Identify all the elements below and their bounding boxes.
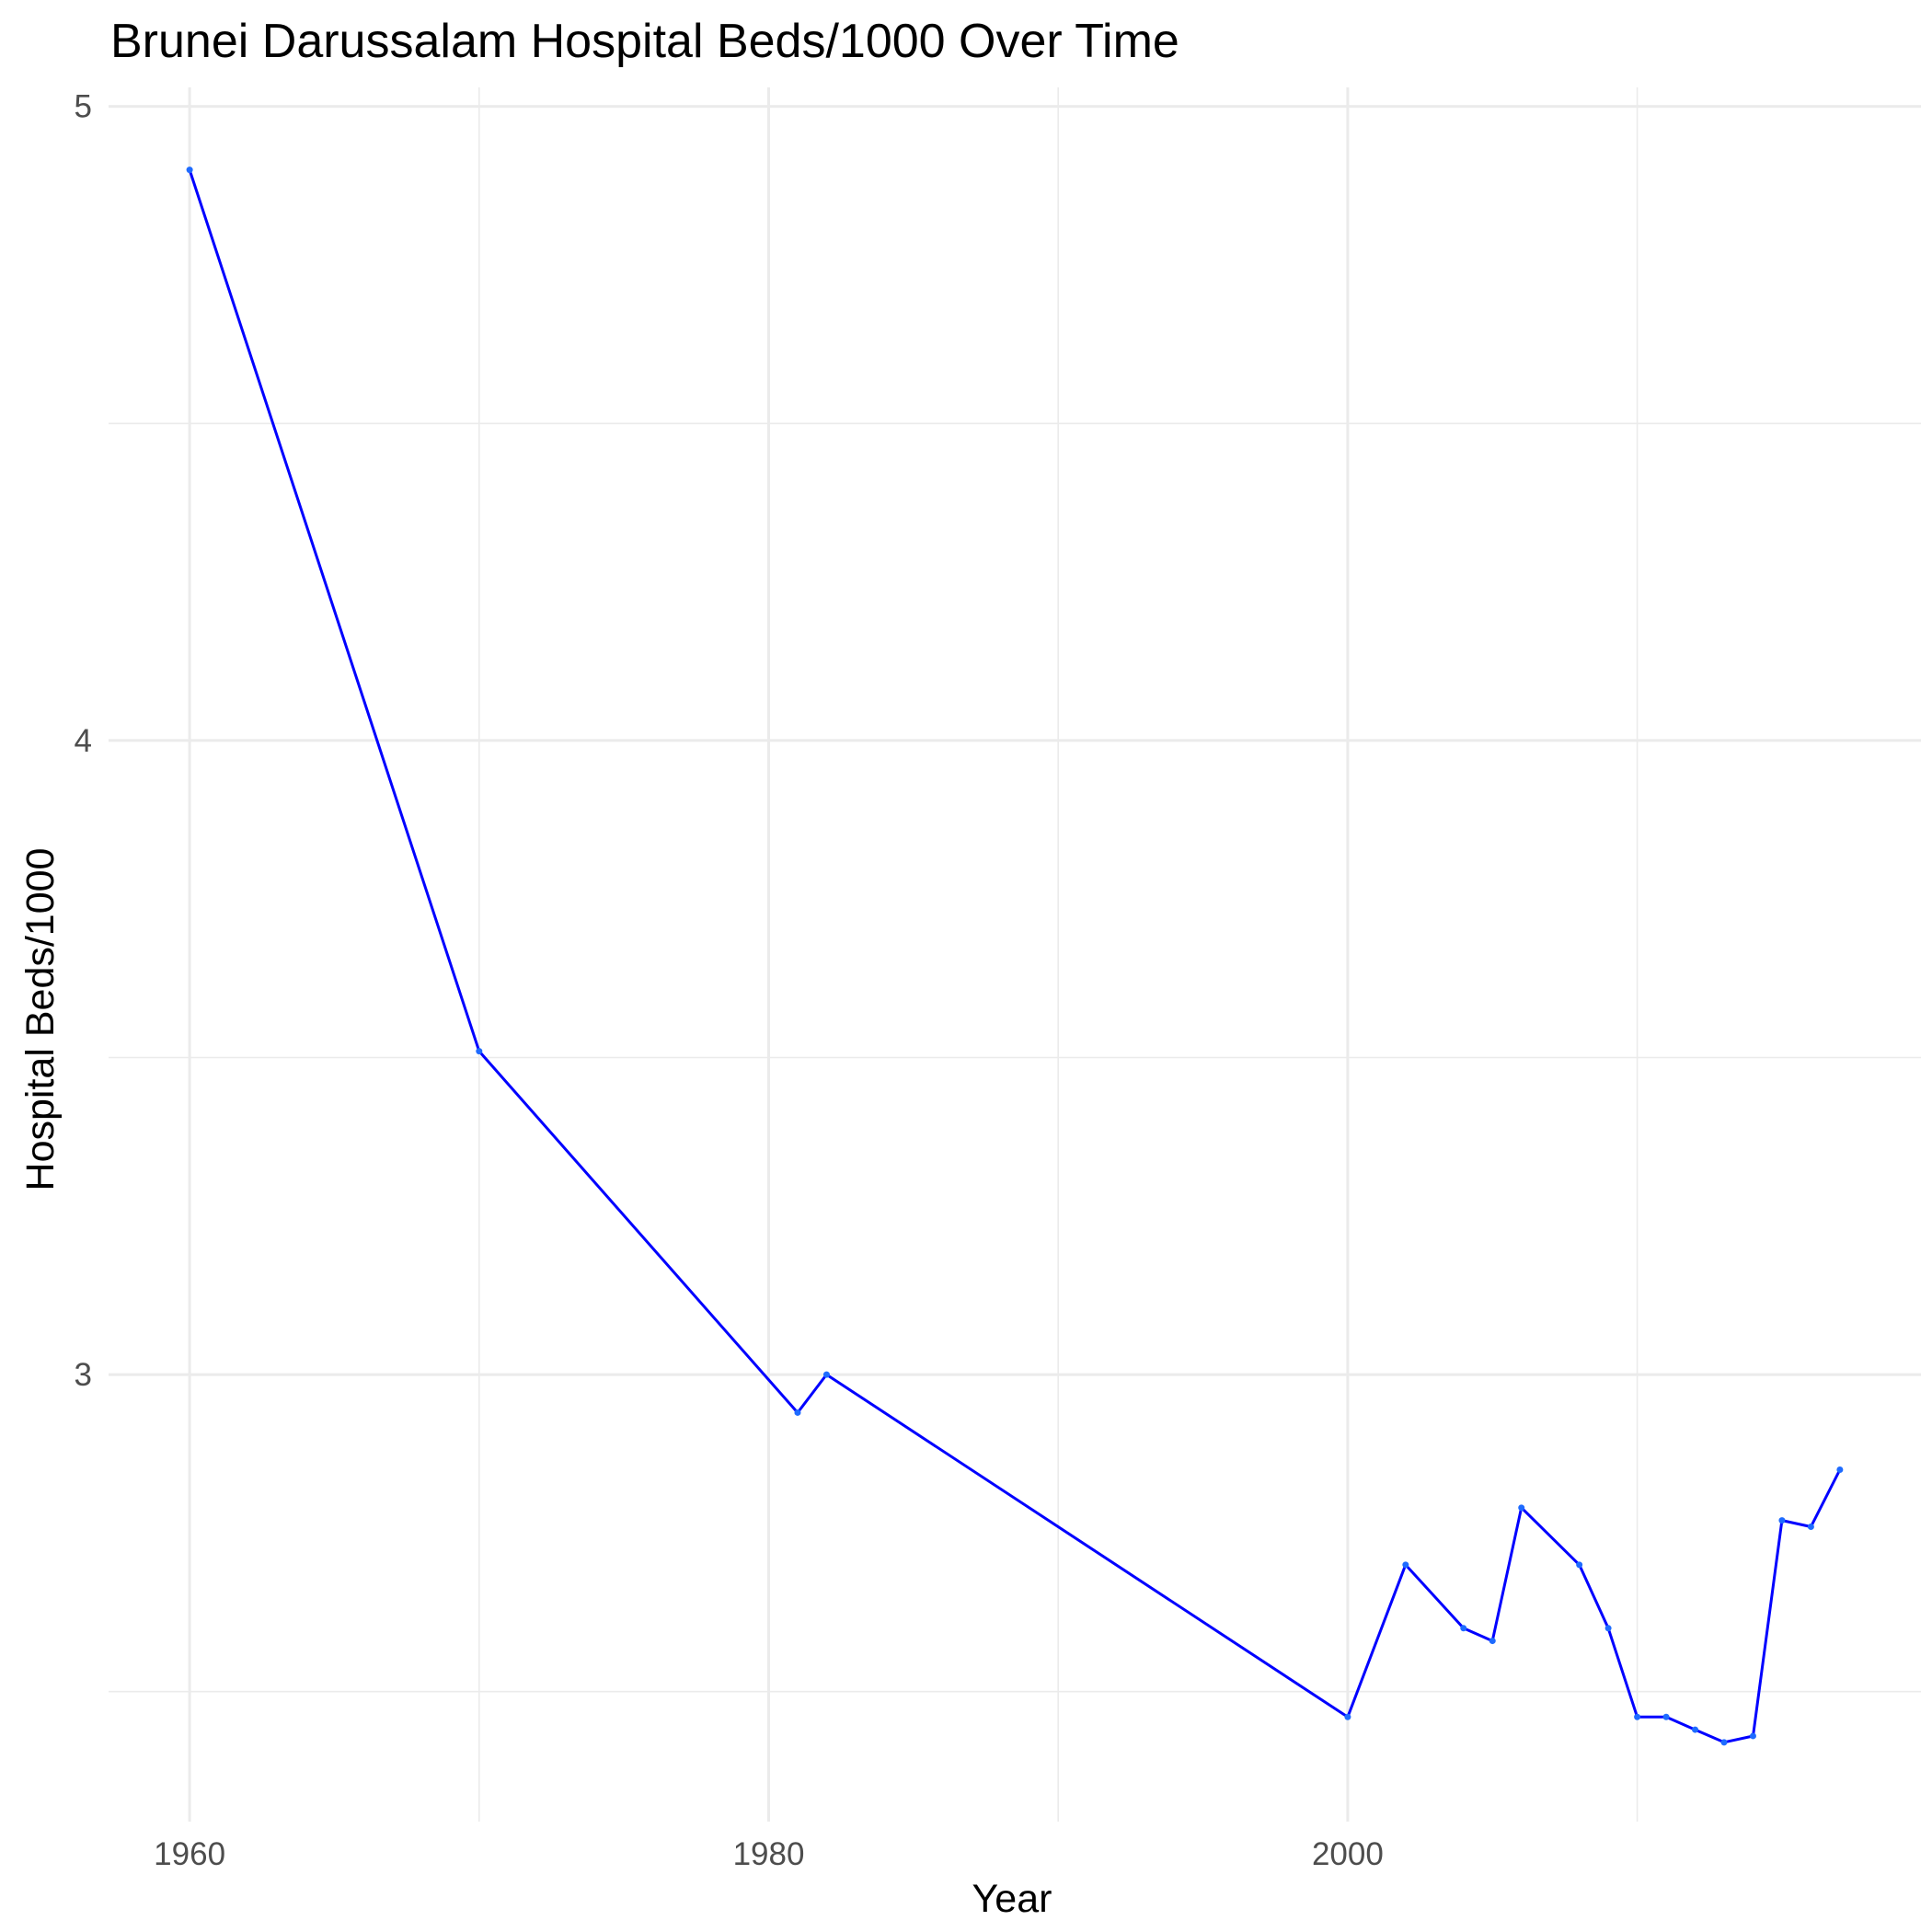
y-axis-ticks: 3 4 5 <box>75 89 92 1393</box>
data-point <box>1460 1625 1467 1632</box>
data-point <box>1518 1504 1525 1512</box>
x-tick-label: 1960 <box>154 1836 225 1872</box>
data-point <box>1604 1625 1612 1632</box>
data-point <box>1749 1732 1756 1740</box>
data-point <box>1634 1713 1641 1720</box>
data-points <box>186 167 1844 1746</box>
data-point <box>1692 1726 1699 1733</box>
data-point <box>1720 1739 1728 1746</box>
y-tick-label: 4 <box>75 723 92 759</box>
data-point <box>1489 1638 1496 1645</box>
data-point <box>794 1409 801 1416</box>
data-point <box>1807 1524 1814 1531</box>
data-point <box>1662 1713 1670 1720</box>
x-tick-label: 1980 <box>733 1836 805 1872</box>
y-axis-title: Hospital Beds/1000 <box>18 848 63 1191</box>
x-axis-title: Year <box>972 1877 1052 1921</box>
grid <box>109 87 1921 1822</box>
data-point <box>186 167 193 174</box>
y-tick-label: 5 <box>75 89 92 125</box>
data-point <box>476 1048 483 1055</box>
series-layer <box>188 169 1842 1744</box>
x-tick-label: 2000 <box>1312 1836 1384 1872</box>
data-point <box>1344 1713 1351 1720</box>
chart-title: Brunei Darussalam Hospital Beds/1000 Ove… <box>110 15 1179 68</box>
data-point <box>822 1371 830 1378</box>
series-line <box>188 169 1842 1744</box>
x-axis-ticks: 1960 1980 2000 <box>154 1836 1384 1872</box>
data-point <box>1778 1517 1786 1524</box>
data-point <box>1576 1561 1583 1569</box>
y-tick-label: 3 <box>75 1357 92 1393</box>
data-point <box>1836 1466 1844 1473</box>
data-point <box>1402 1561 1409 1569</box>
